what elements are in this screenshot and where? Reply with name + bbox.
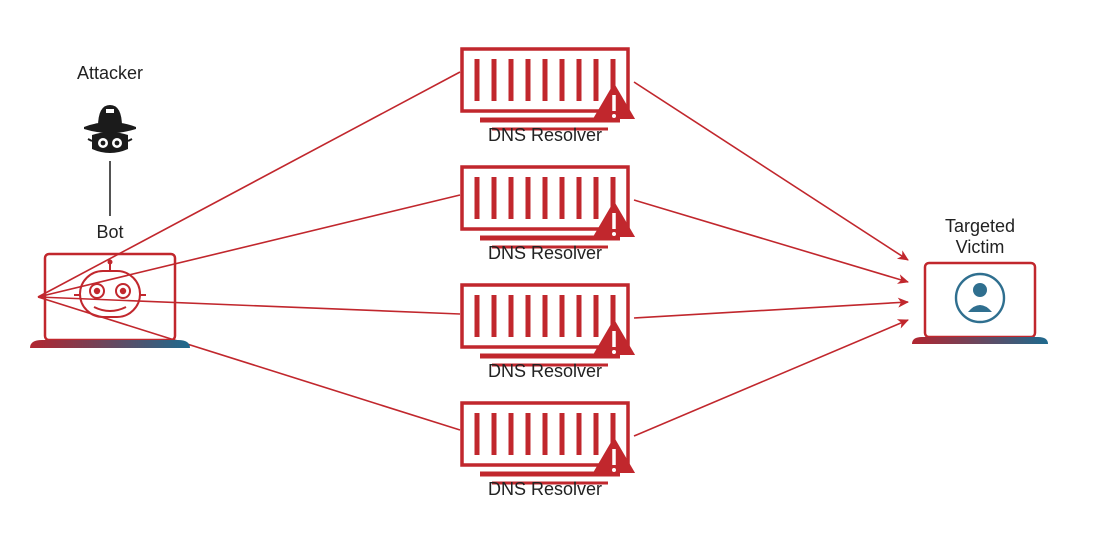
attacker-label: Attacker [10, 63, 210, 84]
dns-resolver-icon-4 [462, 403, 635, 483]
attacker-icon [84, 105, 136, 153]
resolver4-label: DNS Resolver [445, 479, 645, 500]
resolver2-label: DNS Resolver [445, 243, 645, 264]
resolver1-label: DNS Resolver [445, 125, 645, 146]
bot-laptop-icon [30, 254, 190, 348]
dns-resolver-icon-1 [462, 49, 635, 129]
dns-resolver-icon-3 [462, 285, 635, 365]
edge-bot-resolver-2 [38, 195, 460, 297]
victim-label-line2: Victim [956, 237, 1005, 257]
edges-resolvers-to-victim [634, 82, 908, 436]
victim-label-line1: Targeted [945, 216, 1015, 236]
bot-label: Bot [10, 222, 210, 243]
edge-bot-resolver-3 [38, 297, 460, 314]
edge-resolver-victim-3 [634, 302, 908, 318]
edge-bot-resolver-1 [38, 72, 460, 297]
victim-laptop-icon [912, 263, 1048, 344]
victim-label: Targeted Victim [880, 216, 1080, 258]
dns-resolver-icon-2 [462, 167, 635, 247]
resolver3-label: DNS Resolver [445, 361, 645, 382]
edge-resolver-victim-4 [634, 320, 908, 436]
edge-resolver-victim-2 [634, 200, 908, 282]
edge-resolver-victim-1 [634, 82, 908, 260]
